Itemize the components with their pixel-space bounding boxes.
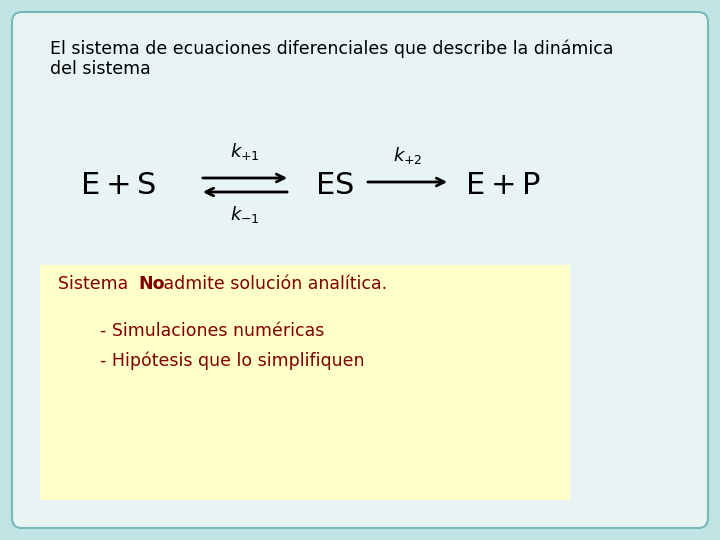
Text: del sistema: del sistema <box>50 60 150 78</box>
FancyBboxPatch shape <box>40 265 570 500</box>
Text: admite solución analítica.: admite solución analítica. <box>158 275 387 293</box>
Text: $\mathsf{E+S}$: $\mathsf{E+S}$ <box>80 171 156 199</box>
Text: $k_{+1}$: $k_{+1}$ <box>230 141 260 162</box>
Text: $k_{-1}$: $k_{-1}$ <box>230 204 260 225</box>
Text: $\mathsf{E+P}$: $\mathsf{E+P}$ <box>465 171 541 199</box>
Text: Sistema: Sistema <box>58 275 134 293</box>
Text: $\mathsf{ES}$: $\mathsf{ES}$ <box>315 171 354 199</box>
Text: El sistema de ecuaciones diferenciales que describe la dinámica: El sistema de ecuaciones diferenciales q… <box>50 40 613 58</box>
Text: No: No <box>138 275 164 293</box>
Text: - Hipótesis que lo simplifiquen: - Hipótesis que lo simplifiquen <box>100 352 364 370</box>
FancyBboxPatch shape <box>12 12 708 528</box>
Text: $k_{+2}$: $k_{+2}$ <box>393 145 423 166</box>
Text: - Simulaciones numéricas: - Simulaciones numéricas <box>100 322 325 340</box>
